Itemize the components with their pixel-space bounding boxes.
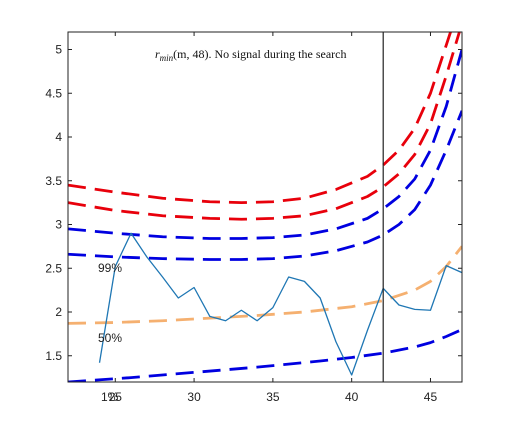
y-tick-label: 5 (55, 43, 62, 57)
y-tick-label: 1.5 (45, 349, 62, 363)
annotation-50: 50% (98, 331, 122, 345)
y-tick-label: 4.5 (45, 86, 62, 100)
x-tick-label: 30 (187, 390, 201, 404)
x-tick-label: 40 (345, 390, 359, 404)
y-tick-label: 2 (55, 305, 62, 319)
x-tick-label: 25 (109, 390, 123, 404)
y-tick-label: 2.5 (45, 261, 62, 275)
series-line-2 (68, 49, 462, 240)
title-args: (m, 48). No signal during the search (173, 47, 346, 61)
series-line-6 (98, 232, 462, 376)
plot-frame (67, 31, 463, 383)
y-tick-label: 3 (55, 218, 62, 232)
title-subscript: min (160, 53, 174, 63)
x-tick-label: 35 (266, 390, 280, 404)
series-line-0 (68, 32, 453, 205)
series-line-5 (68, 328, 462, 382)
series-layer (68, 32, 462, 382)
series-line-4 (68, 245, 462, 325)
y-tick-label: 4 (55, 130, 62, 144)
y-tick-label: 3.5 (45, 174, 62, 188)
title-func: r (155, 47, 160, 61)
ticks-layer: 25 30 35 40 45 1.5 2 2.5 3 3.5 4 4.5 5 (45, 32, 462, 404)
extra-x-label: 1% (101, 390, 119, 404)
chart-title: rmin(m, 48). No signal during the search (155, 47, 346, 63)
series-line-3 (68, 110, 462, 261)
x-tick-label: 45 (424, 390, 438, 404)
annotation-99: 99% (98, 261, 122, 275)
series-line-1 (68, 32, 461, 221)
